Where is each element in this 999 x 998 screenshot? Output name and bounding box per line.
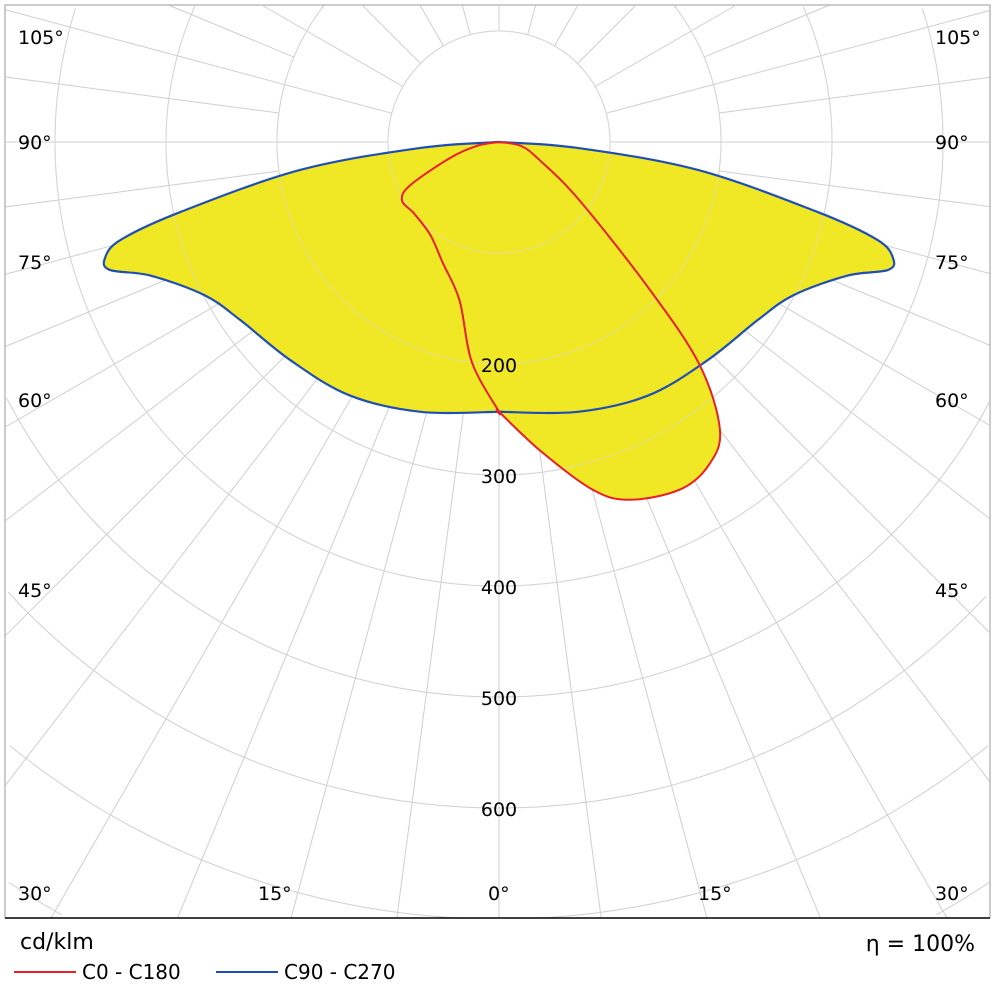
grid-radial-line [527,362,602,918]
grid-circle [165,6,833,476]
legend-swatch-red [14,971,76,973]
grid-radial-line [594,4,737,87]
radial-tick-label: 200 [481,355,517,377]
angle-label: 60° [935,390,969,412]
grid-radial-line [177,346,415,918]
grid-circle [7,591,987,809]
angle-label: 15° [258,883,292,905]
grid-radial-line [703,4,830,58]
radial-tick-label: 400 [481,577,517,599]
grid-radial-line [577,5,636,64]
grid-radial-line [396,362,471,918]
unit-label: cd/klm [20,930,94,955]
fill-c0-c180 [401,142,721,500]
grid-radial-line [5,76,279,114]
legend-item-c0: C0 - C180 [14,960,181,984]
grid-radial-line [606,10,990,114]
grid-circle [276,4,722,365]
radial-tick-label: 600 [481,799,517,821]
angle-label: 30° [18,883,52,905]
grid-radial-line [719,76,990,114]
labels: 105° 105° 90° 90° 75° 75° 60° 60° 45° 45° 30° 30° 15… [18,27,981,905]
grid-circle [54,8,944,587]
radial-tick-label: 300 [481,466,517,488]
grid-radial-line [554,4,579,47]
angle-label: 30° [935,883,969,905]
grid-radial-line [5,170,279,208]
grid-radial-line [719,170,990,208]
angle-label: 105° [935,27,981,49]
legend-swatch-blue [216,971,278,973]
legend-label: C90 - C270 [284,960,396,984]
angle-label: 105° [18,27,64,49]
grid-radial-line [320,4,324,8]
grid-radial-line [261,4,404,87]
grid-radial-line [419,4,444,47]
grid-radial-line [527,5,536,35]
series-line-c0-c180 [400,140,722,501]
efficiency-label: η = 100% [865,932,975,957]
legend-label: C0 - C180 [82,960,181,984]
angle-label: 75° [18,252,52,274]
radial-tick-label: 500 [481,688,517,710]
angle-label: 75° [935,252,969,274]
angle-label: 90° [935,132,969,154]
angle-label: 90° [18,132,52,154]
angle-label: 45° [935,580,969,602]
grid-circle [387,30,611,254]
grid-radial-line [362,5,421,64]
curves [54,4,944,587]
grid-radial-line [4,317,365,786]
grid-radial-line [462,5,471,35]
angle-label: 0° [488,883,510,905]
legend-item-c90: C90 - C270 [216,960,395,984]
angle-label: 60° [18,390,52,412]
grid-radial-line [674,4,678,8]
grid-circle [8,882,990,916]
grid-circle [6,398,990,698]
angle-label: 45° [18,580,52,602]
grid-radial-line [168,4,295,58]
angle-label: 15° [698,883,732,905]
grid-circle [9,745,989,919]
